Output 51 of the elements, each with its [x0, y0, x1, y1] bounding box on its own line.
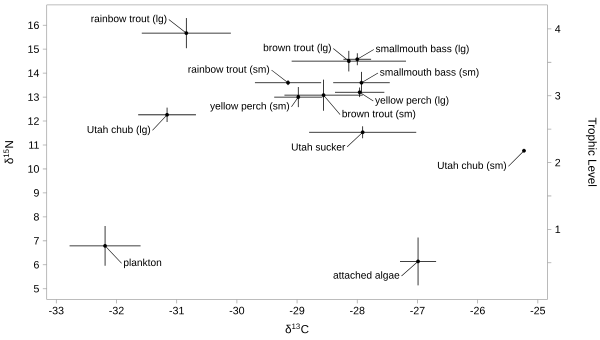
- point: [103, 244, 108, 248]
- point: [360, 80, 364, 84]
- point: [416, 259, 420, 264]
- y2-axis-title: Trophic Level: [586, 118, 597, 186]
- x-tick-label: -31: [169, 306, 184, 314]
- x-tick-label: -25: [530, 306, 546, 314]
- y-tick-label: 5: [34, 284, 39, 292]
- y-axis-title: δ$^{15}$N: [4, 140, 14, 164]
- y-tick-label: 6: [34, 260, 39, 268]
- y-tick-label: 12: [28, 117, 39, 125]
- x-tick-label: -26: [470, 306, 485, 314]
- point: [322, 93, 326, 97]
- x-tick-label: -33: [49, 306, 64, 314]
- x-tick-label: -30: [230, 306, 244, 314]
- y2-tick-label: 2: [555, 158, 560, 166]
- y2-tick-label: 3: [555, 92, 560, 100]
- y-tick-label: 9: [34, 188, 39, 197]
- annotation: smallmouth bass (sm): [380, 68, 479, 78]
- x-tick-label: -29: [290, 306, 304, 314]
- annotation: Utah chub (lg): [88, 125, 150, 135]
- annotation: yellow perch (sm): [210, 102, 290, 112]
- annotation: plankton: [124, 258, 162, 268]
- y-tick-label: 14: [28, 69, 40, 77]
- y-tick-label: 8: [34, 212, 39, 220]
- annotation: yellow perch (lg): [375, 96, 448, 106]
- point: [346, 59, 351, 63]
- point: [165, 112, 169, 117]
- point: [360, 130, 365, 134]
- y-tick-label: 10: [28, 165, 39, 173]
- annotation: Utah chub (sm): [438, 161, 506, 171]
- y2-tick-label: 1: [556, 226, 560, 233]
- x-tick-label: -32: [109, 306, 124, 314]
- x-tick-label: -28: [350, 306, 364, 314]
- y-tick-label: 11: [29, 141, 39, 148]
- point: [355, 57, 360, 62]
- y-tick-label: 15: [28, 45, 39, 53]
- x-tick-label: -27: [410, 306, 425, 314]
- annotation: Utah sucker: [292, 142, 346, 150]
- y2-tick-label: 4: [554, 25, 560, 32]
- y-tick-label: 7: [34, 236, 39, 244]
- annotation: brown trout (lg): [264, 44, 331, 54]
- annotation: rainbow trout (sm): [188, 65, 270, 75]
- annotation: attached algae: [333, 271, 400, 281]
- y-tick-label: 16: [28, 21, 39, 29]
- annotation: rainbow trout (lg): [91, 14, 166, 24]
- y-tick-label: 13: [28, 93, 39, 101]
- annotation: smallmouth bass (lg): [376, 44, 469, 54]
- annotation: brown trout (sm): [342, 110, 416, 120]
- point: [184, 31, 188, 35]
- x-axis-title: δ$^{13}$C: [286, 323, 309, 334]
- point: [358, 90, 362, 94]
